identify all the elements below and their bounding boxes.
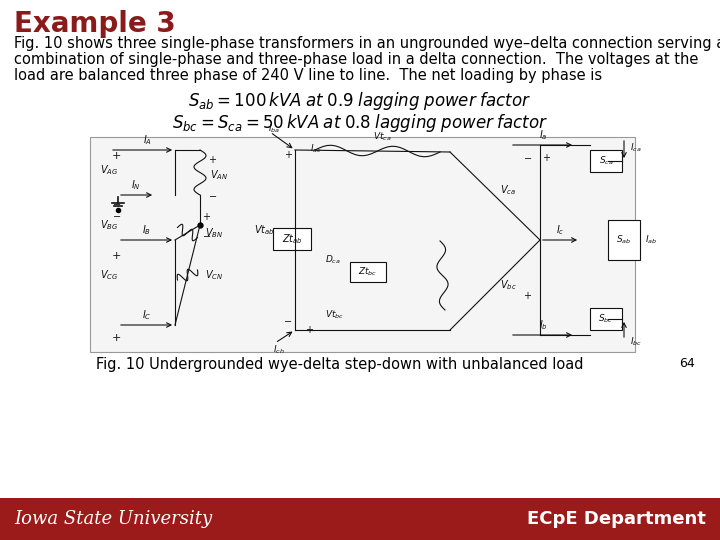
Text: +: + bbox=[112, 151, 122, 161]
Text: $Zt_{bc}$: $Zt_{bc}$ bbox=[359, 266, 378, 278]
Text: $V_{AG}$: $V_{AG}$ bbox=[100, 163, 118, 177]
Text: $I_b$: $I_b$ bbox=[539, 318, 547, 332]
Text: 64: 64 bbox=[679, 357, 695, 370]
Text: $D_{ca}$: $D_{ca}$ bbox=[325, 254, 341, 266]
Text: $I_{ca}$: $I_{ca}$ bbox=[630, 142, 642, 154]
Bar bbox=[0, 498, 720, 540]
Text: $V_{BN}$: $V_{BN}$ bbox=[205, 226, 223, 240]
Text: $V_{ca}$: $V_{ca}$ bbox=[500, 183, 516, 197]
Text: $I_{bc}$: $I_{bc}$ bbox=[630, 336, 642, 348]
Text: $-$: $-$ bbox=[523, 152, 532, 162]
Text: $S_{ab} = 100\,kVA\;at\;0.9\;{\it lagging\;power\;factor}$: $S_{ab} = 100\,kVA\;at\;0.9\;{\it laggin… bbox=[189, 90, 531, 112]
Bar bbox=[90, 137, 635, 352]
Text: load are balanced three phase of 240 V line to line.  The net loading by phase i: load are balanced three phase of 240 V l… bbox=[14, 68, 602, 83]
Text: $Vt_{bc}$: $Vt_{bc}$ bbox=[325, 309, 344, 321]
Text: +: + bbox=[112, 251, 122, 261]
Text: $+$: $+$ bbox=[523, 290, 532, 301]
Text: $I_a$: $I_a$ bbox=[539, 128, 547, 142]
Text: $I_B$: $I_B$ bbox=[143, 223, 151, 237]
Text: $I_C$: $I_C$ bbox=[143, 308, 152, 322]
Text: $S_{bc}$: $S_{bc}$ bbox=[598, 313, 613, 325]
Text: $Vt_{ca}$: $Vt_{ca}$ bbox=[373, 131, 392, 143]
Bar bbox=[273, 228, 311, 250]
Text: +: + bbox=[202, 212, 210, 222]
Text: $I_{ch}$: $I_{ch}$ bbox=[274, 344, 285, 356]
Text: $S_{ab}$: $S_{ab}$ bbox=[616, 234, 631, 246]
Text: $V_{CG}$: $V_{CG}$ bbox=[100, 268, 118, 282]
Text: Fig. 10 Undergrounded wye-delta step-down with unbalanced load: Fig. 10 Undergrounded wye-delta step-dow… bbox=[96, 357, 584, 372]
Text: $S_{bc} = S_{ca} = 50\,kVA\;at\;0.8\;{\it lagging\;power\;factor}$: $S_{bc} = S_{ca} = 50\,kVA\;at\;0.8\;{\i… bbox=[172, 112, 548, 134]
Text: +: + bbox=[112, 333, 122, 343]
Text: ECpE Department: ECpE Department bbox=[527, 510, 706, 528]
Text: +: + bbox=[208, 155, 216, 165]
Text: $S_{ca}$: $S_{ca}$ bbox=[598, 155, 613, 167]
Bar bbox=[590, 150, 622, 172]
Text: +: + bbox=[305, 325, 313, 335]
Text: $I_N$: $I_N$ bbox=[131, 178, 141, 192]
Text: $-$: $-$ bbox=[283, 315, 292, 325]
Text: $V_{CN}$: $V_{CN}$ bbox=[205, 268, 223, 282]
Text: $I_A$: $I_A$ bbox=[143, 133, 153, 147]
Text: $+$: $+$ bbox=[542, 152, 551, 163]
Bar bbox=[608, 220, 640, 260]
Text: $I_{ba}$: $I_{ba}$ bbox=[268, 123, 280, 135]
Text: Fig. 10 shows three single-phase transformers in an ungrounded wye–delta connect: Fig. 10 shows three single-phase transfo… bbox=[14, 36, 720, 51]
Text: $I_c$: $I_c$ bbox=[556, 223, 564, 237]
Text: $Vt_{ab}$: $Vt_{ab}$ bbox=[254, 223, 275, 237]
Text: $-$: $-$ bbox=[208, 190, 217, 200]
Text: +: + bbox=[284, 150, 292, 160]
Text: $V_{BG}$: $V_{BG}$ bbox=[100, 218, 118, 232]
Text: $Zt_{ab}$: $Zt_{ab}$ bbox=[282, 232, 302, 246]
Bar bbox=[350, 262, 386, 282]
Text: Example 3: Example 3 bbox=[14, 10, 176, 38]
Text: $V_{bc}$: $V_{bc}$ bbox=[500, 278, 517, 292]
Text: $-$: $-$ bbox=[202, 230, 211, 240]
Text: $I_{ac}$: $I_{ac}$ bbox=[310, 143, 322, 155]
Text: combination of single-phase and three-phase load in a delta connection.  The vol: combination of single-phase and three-ph… bbox=[14, 52, 698, 67]
Text: $V_{AN}$: $V_{AN}$ bbox=[210, 168, 228, 182]
Text: Iowa State University: Iowa State University bbox=[14, 510, 212, 528]
Text: $-$: $-$ bbox=[112, 198, 121, 208]
Text: $I_{ab}$: $I_{ab}$ bbox=[645, 234, 657, 246]
Text: $-$: $-$ bbox=[112, 210, 121, 220]
Bar bbox=[590, 308, 622, 330]
